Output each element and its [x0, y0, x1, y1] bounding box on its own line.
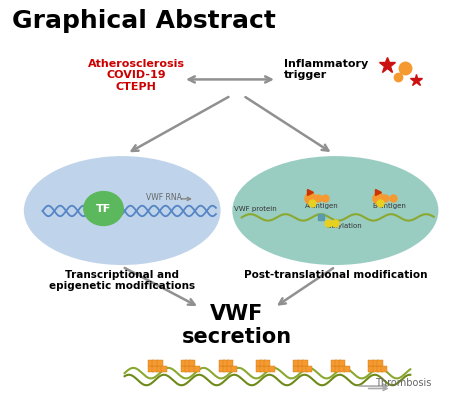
- Text: TF: TF: [96, 204, 111, 213]
- Ellipse shape: [24, 156, 220, 265]
- Text: Thrombosis: Thrombosis: [375, 378, 431, 388]
- Text: Atherosclerosis
COVID-19
CTEPH: Atherosclerosis COVID-19 CTEPH: [88, 59, 185, 92]
- Text: Post-translational modification: Post-translational modification: [244, 270, 427, 280]
- Circle shape: [84, 191, 123, 225]
- Text: A-antigen: A-antigen: [304, 203, 338, 209]
- Text: Inflammatory
trigger: Inflammatory trigger: [284, 58, 368, 80]
- Ellipse shape: [232, 156, 438, 265]
- Text: Transcriptional and
epigenetic modifications: Transcriptional and epigenetic modificat…: [49, 270, 195, 292]
- Text: VWF
secretion: VWF secretion: [182, 304, 292, 347]
- Text: B-antigen: B-antigen: [372, 203, 406, 209]
- Text: sialylation: sialylation: [327, 223, 363, 229]
- Text: VWF protein: VWF protein: [234, 206, 277, 211]
- Text: VWF RNA: VWF RNA: [146, 193, 182, 202]
- Text: Graphical Abstract: Graphical Abstract: [12, 9, 276, 33]
